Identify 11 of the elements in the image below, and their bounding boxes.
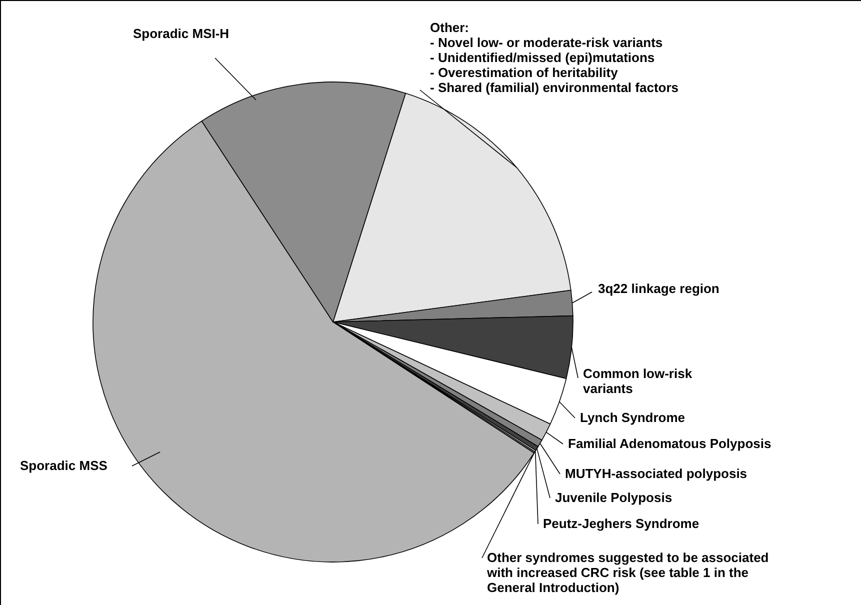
slice-label: Familial Adenomatous Polyposis: [568, 436, 772, 451]
slice-label: Juvenile Polyposis: [555, 490, 672, 505]
slice-label: Peutz-Jeghers Syndrome: [543, 516, 700, 531]
slice-label: 3q22 linkage region: [598, 281, 720, 296]
legend-label: Sporadic MSS: [20, 458, 108, 473]
slice-label: Common low-risk variants: [583, 366, 693, 396]
slice-label: MUTYH-associated polyposis: [565, 466, 748, 481]
slice-label: Other syndromes suggested to be associated with increased CRC risk (see table 1 in the General Introduction): [486, 550, 769, 595]
slice-label: Lynch Syndrome: [580, 410, 685, 425]
slice-label: Sporadic MSI-H: [133, 26, 230, 41]
slice-label: Other: - Novel low- or moderate-risk variants - Unidentified/missed (epi)mutations - Overestimation of heritability - Shared (familial) environmental factors: [430, 20, 679, 95]
